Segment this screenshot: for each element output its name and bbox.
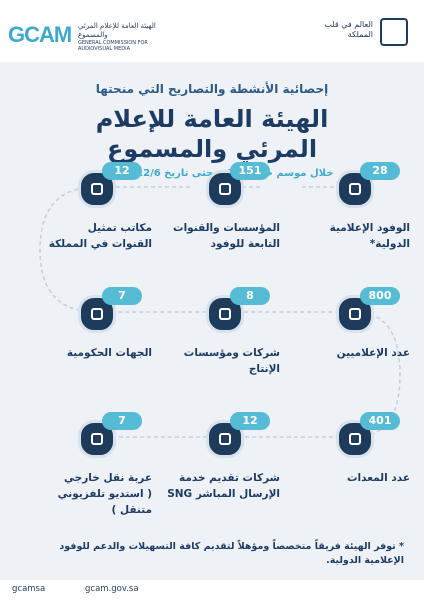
stat-value: 800 [360, 287, 400, 305]
slogan-logo [380, 18, 408, 46]
footnote: * توفر الهيئة فريقاً متخصصاً ومؤهلاً لتق… [59, 541, 404, 566]
stat-label-line: المؤسسات والقنوات [173, 222, 280, 234]
stat-icon [78, 295, 116, 333]
stat-label: الجهات الحكومية [32, 345, 152, 361]
stat-value: 7 [102, 287, 142, 305]
stat-label: شركات تقديم خدمة الإرسال المباشر SNG [160, 470, 280, 502]
website: gcam.gov.sa [85, 584, 139, 594]
stat-label-line: القنوات في المملكة [48, 238, 152, 250]
stat-label-line: شركات تقديم خدمة [178, 472, 280, 484]
stat-label-line: الجهات الحكومية [66, 347, 152, 359]
slogan: العالم في قلب المملكة [324, 20, 373, 39]
header-bar [0, 0, 424, 62]
stat-label-line: الدولية* [369, 238, 410, 250]
title-line: الهيئة العامة للإعلام [95, 105, 329, 133]
stat-label-line: الوفود الإعلامية [329, 222, 410, 234]
stat-label: مكاتب تمثيل القنوات في المملكة [32, 220, 152, 252]
title-line: المرئي والمسموع [106, 135, 318, 163]
stat-value: 12 [230, 412, 270, 430]
stat-label-line: التابعة للوفود [210, 238, 280, 250]
footer-bar [0, 580, 424, 600]
stat-label: المؤسسات والقنوات التابعة للوفود [160, 220, 280, 252]
stat-label-line: الإرسال المباشر SNG [167, 488, 280, 500]
org-name-en: GENERAL COMMISSION FOR AUDIOVISUAL MEDIA [78, 40, 148, 52]
intro: إحصائية الأنشطة والتصاريح التي منحتها [95, 82, 329, 96]
stat-label: الوفود الإعلامية الدولية* [290, 220, 410, 252]
stat-icon [78, 420, 116, 458]
stat-label-line: ( استديو تلفزيوني متنقل ) [57, 488, 152, 516]
stat-label-line: عدد المعدات [346, 472, 410, 484]
stat-label: شركات ومؤسسات الإنتاج [160, 345, 280, 377]
stat-icon [206, 170, 244, 208]
stat-icon [206, 295, 244, 333]
org-name-ar: الهيئة العامة للإعلام المرئي والمسموع [78, 22, 156, 39]
stat-value: 151 [230, 162, 270, 180]
stat-label-line: شركات ومؤسسات [183, 347, 280, 359]
stat-value: 28 [360, 162, 400, 180]
stat-label-line: مكاتب تمثيل [87, 222, 152, 234]
social-handle: gcamsa [12, 584, 46, 594]
stat-label-line: عربة نقل خارجي [64, 472, 152, 484]
stat-label-line: عدد الإعلاميين [336, 347, 410, 359]
stat-value: 12 [102, 162, 142, 180]
stat-label-line: الإنتاج [248, 363, 280, 375]
stat-label: عربة نقل خارجي ( استديو تلفزيوني متنقل ) [32, 470, 152, 518]
stat-value: 8 [230, 287, 270, 305]
stat-value: 401 [360, 412, 400, 430]
logo-text: GCAM [8, 22, 72, 47]
title: الهيئة العامة للإعلام المرئي والمسموع [20, 104, 404, 164]
stat-value: 7 [102, 412, 142, 430]
stat-label: عدد المعدات [290, 470, 410, 486]
stat-label: عدد الإعلاميين [290, 345, 410, 361]
